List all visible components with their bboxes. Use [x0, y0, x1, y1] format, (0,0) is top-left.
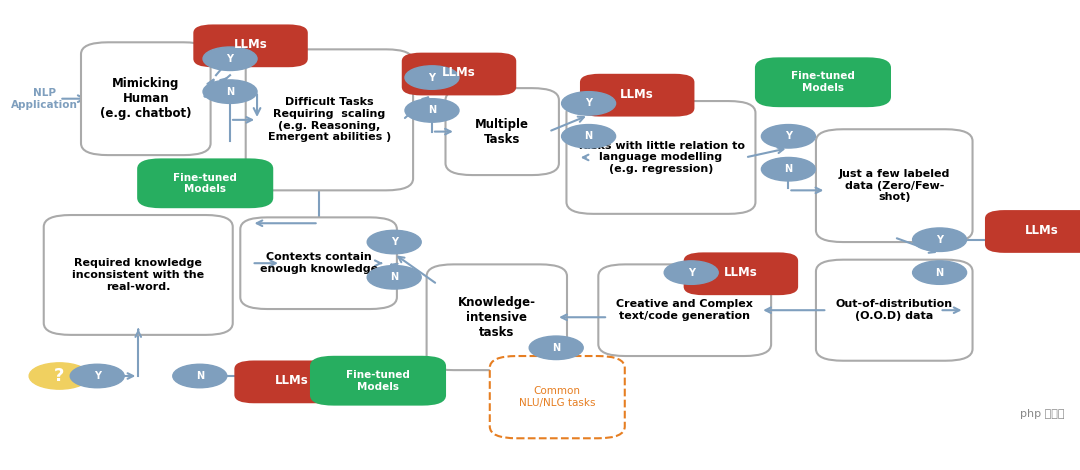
Text: Y: Y	[585, 98, 592, 109]
Text: Fine-tuned
Models: Fine-tuned Models	[173, 172, 238, 194]
Text: Y: Y	[391, 237, 397, 247]
Text: N: N	[784, 164, 793, 174]
Text: Fine-tuned
Models: Fine-tuned Models	[346, 370, 410, 392]
Text: LLMs: LLMs	[620, 87, 654, 101]
Text: LLMs: LLMs	[724, 266, 758, 279]
FancyBboxPatch shape	[81, 42, 211, 155]
FancyBboxPatch shape	[402, 53, 516, 95]
Text: LLMs: LLMs	[442, 66, 476, 79]
FancyBboxPatch shape	[427, 264, 567, 370]
Text: N: N	[584, 131, 593, 141]
Text: Required knowledge
inconsistent with the
real-word.: Required knowledge inconsistent with the…	[72, 258, 204, 291]
FancyBboxPatch shape	[43, 215, 233, 335]
FancyBboxPatch shape	[985, 210, 1080, 253]
Text: NLP
Application: NLP Application	[11, 88, 78, 110]
FancyBboxPatch shape	[816, 129, 972, 242]
FancyBboxPatch shape	[580, 74, 694, 117]
Text: Y: Y	[227, 54, 233, 64]
Circle shape	[913, 228, 967, 251]
Circle shape	[761, 125, 815, 148]
Circle shape	[70, 364, 124, 388]
Circle shape	[173, 364, 227, 388]
Text: Difficult Tasks
Requiring  scaling
(e.g. Reasoning,
Emergent abilities ): Difficult Tasks Requiring scaling (e.g. …	[268, 97, 391, 142]
Text: Knowledge-
intensive
tasks: Knowledge- intensive tasks	[458, 296, 536, 339]
FancyBboxPatch shape	[193, 24, 308, 67]
Text: Just a few labeled
data (Zero/Few-
shot): Just a few labeled data (Zero/Few- shot)	[838, 169, 950, 202]
Circle shape	[367, 266, 421, 289]
Text: Mimicking
Human
(e.g. chatbot): Mimicking Human (e.g. chatbot)	[100, 77, 191, 120]
Circle shape	[203, 47, 257, 70]
Text: LLMs: LLMs	[1025, 224, 1059, 237]
Circle shape	[367, 230, 421, 254]
Text: Creative and Complex
text/code generation: Creative and Complex text/code generatio…	[617, 299, 753, 321]
Circle shape	[405, 66, 459, 89]
Text: Common
NLU/NLG tasks: Common NLU/NLG tasks	[519, 386, 595, 408]
Text: php 中文网: php 中文网	[1020, 408, 1065, 419]
Text: N: N	[390, 272, 399, 282]
FancyBboxPatch shape	[137, 158, 273, 208]
Text: Tasks with little relation to
language modelling
(e.g. regression): Tasks with little relation to language m…	[577, 141, 745, 174]
FancyBboxPatch shape	[598, 264, 771, 356]
Circle shape	[529, 336, 583, 360]
Text: N: N	[935, 267, 944, 278]
Text: Contexts contain
enough knowledge: Contexts contain enough knowledge	[259, 252, 378, 274]
Circle shape	[562, 92, 616, 115]
FancyBboxPatch shape	[446, 88, 559, 175]
Text: Out-of-distribution
(O.O.D) data: Out-of-distribution (O.O.D) data	[836, 299, 953, 321]
Text: N: N	[428, 105, 436, 116]
Text: N: N	[226, 86, 234, 97]
Text: N: N	[195, 371, 204, 381]
FancyBboxPatch shape	[490, 356, 624, 438]
Circle shape	[664, 261, 718, 284]
Text: Y: Y	[688, 267, 694, 278]
FancyBboxPatch shape	[684, 252, 798, 295]
FancyBboxPatch shape	[755, 57, 891, 107]
Text: Y: Y	[785, 131, 792, 141]
FancyBboxPatch shape	[240, 217, 396, 309]
Circle shape	[761, 157, 815, 181]
Text: Y: Y	[936, 235, 943, 245]
Text: Multiple
Tasks: Multiple Tasks	[475, 118, 529, 146]
FancyBboxPatch shape	[234, 360, 349, 403]
Text: Fine-tuned
Models: Fine-tuned Models	[791, 71, 855, 93]
Circle shape	[562, 125, 616, 148]
Circle shape	[405, 99, 459, 122]
Circle shape	[203, 80, 257, 103]
FancyBboxPatch shape	[310, 356, 446, 406]
Circle shape	[29, 363, 90, 389]
FancyBboxPatch shape	[246, 49, 413, 190]
Text: LLMs: LLMs	[274, 374, 309, 387]
Text: N: N	[552, 343, 561, 353]
FancyBboxPatch shape	[816, 259, 972, 361]
FancyBboxPatch shape	[566, 101, 756, 214]
Text: Y: Y	[429, 72, 435, 83]
Text: ?: ?	[54, 367, 65, 385]
Circle shape	[913, 261, 967, 284]
Text: LLMs: LLMs	[233, 38, 268, 51]
Text: Y: Y	[94, 371, 100, 381]
